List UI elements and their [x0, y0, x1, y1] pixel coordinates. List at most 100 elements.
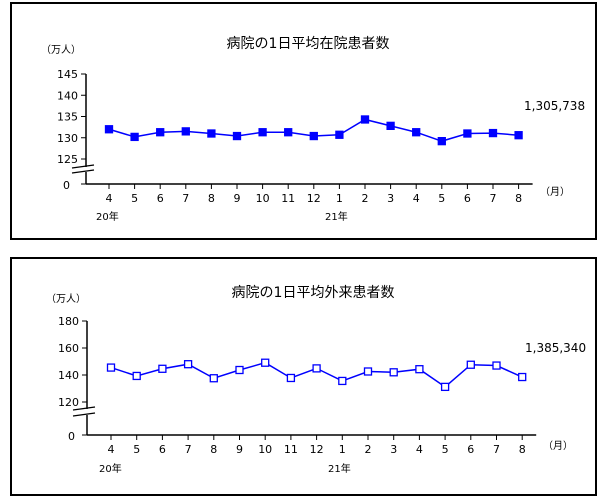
x-tick-label: 6	[467, 443, 474, 456]
x-tick-label: 10	[256, 192, 270, 205]
y-tick-label: 160	[58, 342, 79, 355]
data-point	[284, 128, 293, 137]
data-point	[488, 128, 498, 138]
y-tick-label: 180	[58, 315, 79, 328]
data-point	[338, 376, 347, 386]
x-tick-label: 6	[159, 443, 166, 456]
x-tick-label: 8	[515, 192, 522, 205]
data-point	[309, 131, 318, 141]
y-tick-label: 140	[58, 369, 79, 382]
x-tick-label: 2	[362, 192, 369, 205]
data-point	[130, 132, 139, 142]
data-point	[261, 358, 270, 367]
x-tick-label: 4	[413, 192, 420, 205]
chart-title: 病院の1日平均外来患者数	[232, 285, 395, 301]
x-tick-label: 4	[106, 192, 113, 205]
x-tick-label: 2	[365, 443, 372, 456]
x-tick-label: 12	[307, 192, 321, 205]
data-point	[386, 121, 395, 130]
inpatient-chart: 病院の1日平均在院患者数 （万人） （月） 1,305,738 20年 21年 …	[41, 36, 585, 223]
data-point	[132, 371, 141, 381]
x-tick-label: 3	[387, 192, 394, 205]
x-tick-label: 8	[208, 192, 215, 205]
x-tick-label: 12	[310, 443, 324, 456]
y-zero-label: 0	[63, 179, 70, 192]
data-point	[514, 131, 523, 140]
data-point	[312, 364, 321, 373]
x-tick-label: 3	[390, 443, 397, 456]
data-point	[360, 115, 370, 124]
x-tick-label: 9	[234, 192, 241, 205]
inpatient-chart-panel: 病院の1日平均在院患者数 （万人） （月） 1,305,738 20年 21年 …	[10, 2, 597, 240]
x-tick-label: 7	[490, 192, 497, 205]
data-point	[156, 128, 165, 137]
y-tick-label: 130	[57, 132, 78, 145]
x-tick-label: 1	[336, 192, 343, 205]
outpatient-chart: 病院の1日平均外来患者数 （万人） （月） 1,385,340 20年 21年 …	[46, 285, 586, 475]
x-tick-label: 8	[519, 443, 526, 456]
outpatient-chart-panel: 病院の1日平均外来患者数 （万人） （月） 1,385,340 20年 21年 …	[10, 257, 597, 496]
x-tick-label: 10	[258, 443, 272, 456]
x-tick-label: 5	[133, 443, 140, 456]
x-tick-label: 7	[182, 192, 189, 205]
data-point	[232, 131, 242, 141]
year-label-20: 20年	[96, 210, 119, 223]
data-point	[183, 360, 193, 369]
x-axis-label: （月）	[540, 186, 570, 198]
x-tick-label: 4	[416, 443, 423, 456]
latest-value-label: 1,305,738	[524, 99, 585, 113]
y-axis-label: （万人）	[41, 44, 81, 56]
y-tick-label: 135	[57, 111, 78, 124]
data-point	[440, 382, 450, 392]
year-label-21: 21年	[328, 462, 351, 475]
x-tick-label: 9	[236, 443, 243, 456]
data-point	[335, 130, 344, 139]
data-point	[181, 127, 190, 136]
data-point	[412, 128, 421, 137]
data-point	[104, 125, 114, 134]
x-tick-label: 5	[131, 192, 138, 205]
data-point	[463, 129, 472, 138]
x-tick-label: 7	[493, 443, 500, 456]
axis-break-mark	[72, 406, 96, 411]
chart-title: 病院の1日平均在院患者数	[227, 36, 390, 52]
x-tick-label: 5	[442, 443, 449, 456]
y-tick-label: 140	[57, 89, 78, 102]
x-axis-label: （月）	[543, 440, 573, 452]
axis-break-mark	[71, 164, 95, 169]
y-axis-label: （万人）	[46, 293, 86, 305]
x-tick-label: 11	[284, 443, 298, 456]
data-point	[518, 372, 527, 382]
latest-value-label: 1,385,340	[525, 341, 586, 355]
x-tick-label: 6	[157, 192, 164, 205]
x-tick-label: 6	[464, 192, 471, 205]
data-point	[235, 365, 244, 375]
data-point	[207, 129, 216, 138]
y-zero-label: 0	[68, 430, 75, 443]
data-point	[106, 363, 116, 372]
data-point	[466, 360, 475, 369]
data-point	[286, 373, 296, 383]
x-tick-label: 4	[108, 443, 115, 456]
x-tick-label: 1	[339, 443, 346, 456]
data-point	[363, 367, 373, 376]
x-tick-label: 8	[210, 443, 217, 456]
data-point	[492, 361, 501, 370]
y-tick-label: 145	[57, 68, 78, 81]
x-tick-label: 11	[281, 192, 295, 205]
data-point	[437, 136, 446, 146]
data-point	[389, 368, 398, 377]
axis-break-mark	[71, 169, 95, 174]
data-point	[158, 364, 167, 373]
x-tick-label: 5	[438, 192, 445, 205]
y-tick-label: 125	[57, 153, 78, 166]
x-tick-label: 7	[185, 443, 192, 456]
data-point	[258, 128, 267, 137]
axis-break-mark	[72, 412, 96, 417]
data-point	[209, 374, 218, 383]
y-tick-label: 120	[58, 396, 79, 409]
year-label-21: 21年	[325, 210, 348, 223]
year-label-20: 20年	[99, 462, 122, 475]
